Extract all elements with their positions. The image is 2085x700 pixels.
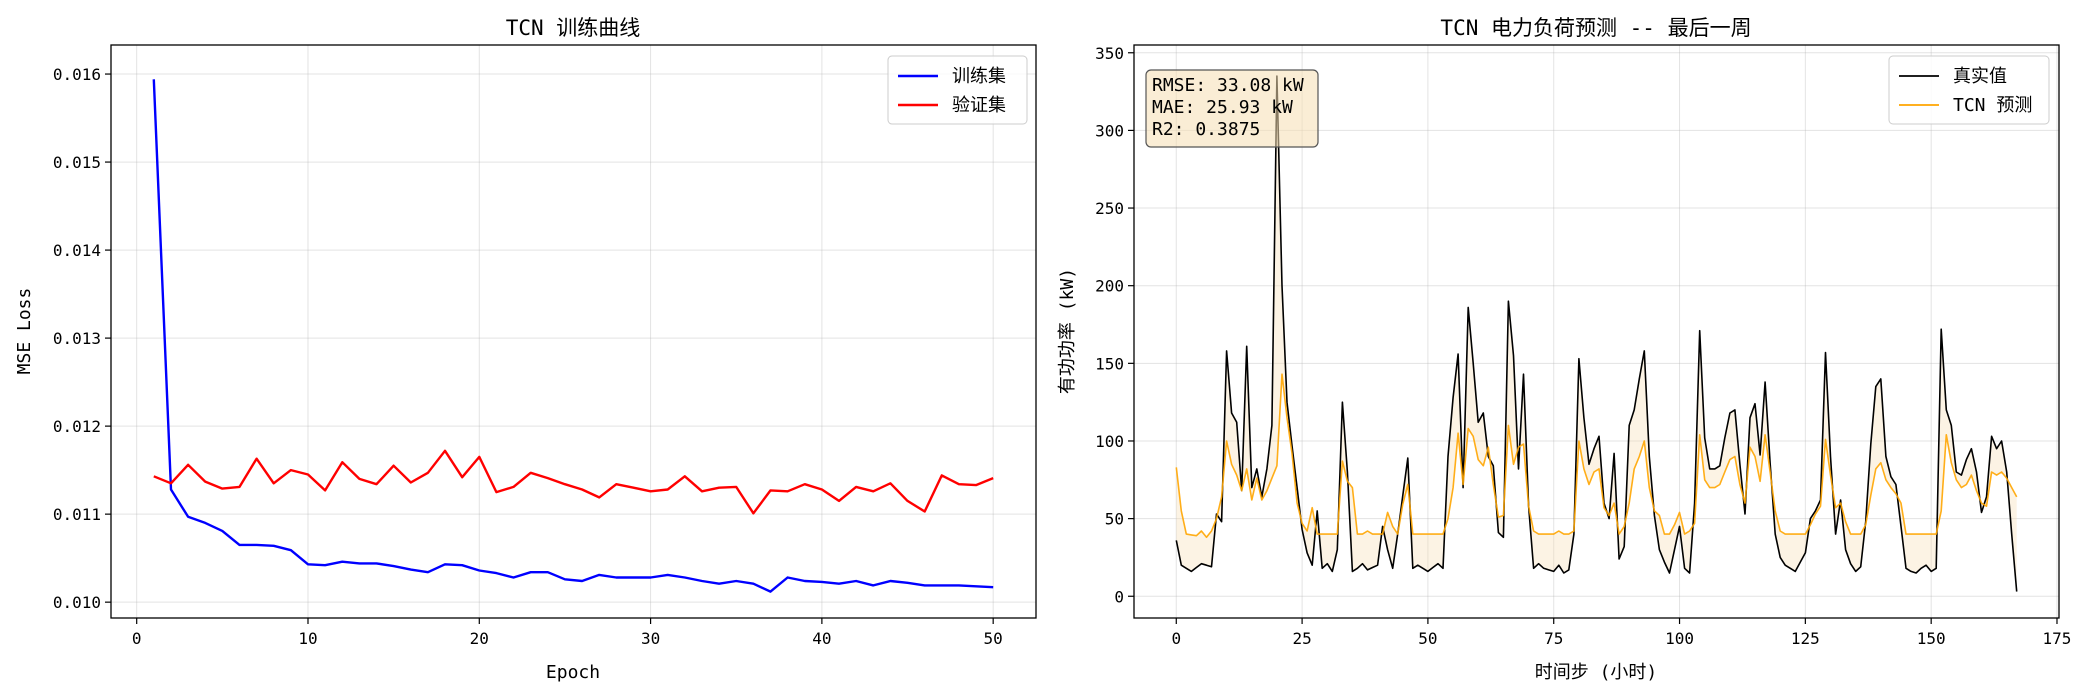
series-line-predicted xyxy=(1175,373,2018,539)
stats-mae: MAE: 25.93 kW xyxy=(1152,97,1293,118)
right-y-axis-label: 有功功率 (kW) xyxy=(1057,268,1078,394)
y-tick-label: 250 xyxy=(1095,199,1124,218)
y-tick-label: 0.011 xyxy=(53,505,101,524)
x-tick-label: 125 xyxy=(1791,629,1820,648)
left-x-axis-label: Epoch xyxy=(546,662,600,683)
series-line-val xyxy=(153,449,994,515)
stats-box-background xyxy=(1145,69,1319,148)
left-y-ticks: 0.010 0.011 0.012 0.013 0.014 0.015 0.016 xyxy=(53,65,111,612)
y-tick-label: 150 xyxy=(1095,354,1124,373)
y-tick-label: 350 xyxy=(1095,44,1124,63)
y-tick-label: 0.014 xyxy=(53,241,101,260)
left-grid xyxy=(111,45,1036,618)
x-tick-label: 75 xyxy=(1544,629,1563,648)
y-tick-label: 50 xyxy=(1105,510,1124,529)
legend-label-actual: 真实值 xyxy=(1953,66,2007,87)
x-tick-label: 25 xyxy=(1292,629,1311,648)
x-tick-label: 100 xyxy=(1665,629,1694,648)
right-error-fill xyxy=(1176,76,2017,592)
x-tick-label: 50 xyxy=(1418,629,1437,648)
legend-label-pred: TCN 预测 xyxy=(1953,95,2032,116)
y-tick-label: 0.010 xyxy=(53,593,101,612)
x-tick-label: 0 xyxy=(1171,629,1181,648)
left-y-axis-label: MSE Loss xyxy=(14,288,35,375)
x-tick-label: 40 xyxy=(812,629,831,648)
load-forecast-chart: 0 25 50 75 100 125 150 175 0 50 100 150 200 250 300 35… xyxy=(1057,16,2071,683)
error-fill-area xyxy=(1176,76,2017,592)
left-x-ticks: 0 10 20 30 40 50 xyxy=(132,618,1003,648)
x-tick-label: 30 xyxy=(641,629,660,648)
y-tick-label: 0.016 xyxy=(53,65,101,84)
legend-label-train: 训练集 xyxy=(952,66,1006,87)
legend-label-val: 验证集 xyxy=(952,95,1006,116)
y-tick-label: 300 xyxy=(1095,121,1124,140)
right-x-ticks: 0 25 50 75 100 125 150 175 xyxy=(1171,618,2071,648)
x-tick-label: 20 xyxy=(470,629,489,648)
right-legend: 真实值 TCN 预测 xyxy=(1888,55,2050,125)
series-line-train xyxy=(152,79,994,593)
y-tick-label: 0.015 xyxy=(53,153,101,172)
stats-r2: R2: 0.3875 xyxy=(1152,119,1260,140)
x-tick-label: 50 xyxy=(984,629,1003,648)
right-legend-box xyxy=(1888,55,2050,125)
stats-box: RMSE: 33.08 kW MAE: 25.93 kW R2: 0.3875 xyxy=(1145,69,1319,148)
series-line-actual xyxy=(1175,75,2018,592)
right-plot-frame xyxy=(1133,44,2060,619)
left-legend: 训练集 验证集 xyxy=(887,55,1028,125)
right-plot-lines xyxy=(1175,75,2018,592)
left-legend-box xyxy=(887,55,1028,125)
y-tick-label: 0 xyxy=(1114,587,1124,606)
x-tick-label: 150 xyxy=(1917,629,1946,648)
right-y-ticks: 0 50 100 150 200 250 300 350 xyxy=(1095,44,1134,606)
y-tick-label: 0.012 xyxy=(53,417,101,436)
y-tick-label: 100 xyxy=(1095,432,1124,451)
x-tick-label: 10 xyxy=(298,629,317,648)
x-tick-label: 0 xyxy=(132,629,142,648)
right-x-axis-label: 时间步 (小时) xyxy=(1535,662,1658,683)
left-chart-title: TCN 训练曲线 xyxy=(506,16,641,40)
y-tick-label: 0.013 xyxy=(53,329,101,348)
left-plot-lines xyxy=(152,79,994,593)
training-curve-chart: 0 10 20 30 40 50 0.0100.0110.0120.0130.0140.0… xyxy=(14,16,1037,683)
left-plot-frame xyxy=(110,44,1037,619)
y-tick-label: 200 xyxy=(1095,277,1124,296)
x-tick-label: 175 xyxy=(2043,629,2072,648)
right-chart-title: TCN 电力负荷预测 -- 最后一周 xyxy=(1440,16,1751,40)
stats-rmse: RMSE: 33.08 kW xyxy=(1152,75,1304,96)
